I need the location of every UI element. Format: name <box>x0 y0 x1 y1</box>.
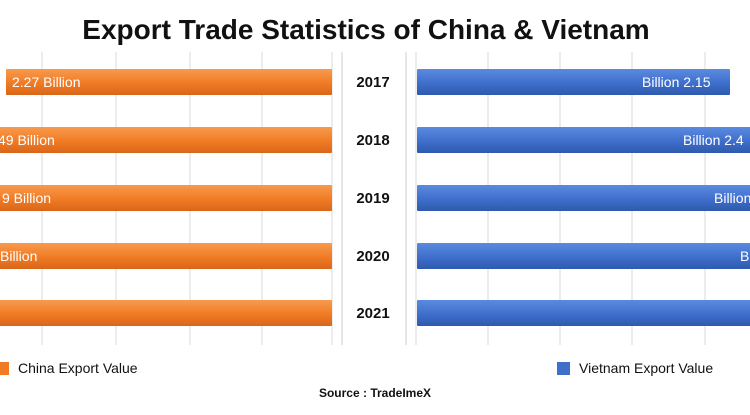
year-label-2020: 2020 <box>356 248 389 265</box>
year-label-2018: 2018 <box>356 132 389 149</box>
china-legend-swatch <box>0 361 9 375</box>
vietnam-legend-swatch <box>557 361 570 375</box>
source-note: Source : TradeImeX <box>318 386 432 400</box>
vietnam-bar-label-2019: Billion <box>714 190 750 206</box>
china-bar-label-2019: 9 Billion <box>2 190 51 206</box>
bar-labels: 2.27 Billion 49 Billion 9 Billion Billion Bi… <box>0 74 750 264</box>
china-bar-label-2020: Billion <box>0 248 37 264</box>
category-labels: 2017 2018 2019 2020 2021 <box>356 74 389 322</box>
vietnam-bar-2021 <box>417 300 750 326</box>
chart-title: Export Trade Statistics of China & Vietn… <box>82 14 650 45</box>
bars <box>0 69 750 326</box>
year-label-2021: 2021 <box>356 305 389 322</box>
vietnam-bar-2019 <box>417 185 750 211</box>
china-bar-2019 <box>0 185 332 211</box>
vietnam-bar-label-2017: Billion 2.15 <box>642 74 711 90</box>
vietnam-bar-label-2018: Billion 2.4 <box>683 132 744 148</box>
china-bar-2020 <box>0 243 332 269</box>
legend-item-china: China Export Value <box>0 358 138 378</box>
china-bar-label-2018: 49 Billion <box>0 132 55 148</box>
vietnam-bar-label-2020: B <box>740 248 749 264</box>
vietnam-bar-2017 <box>417 69 730 95</box>
vietnam-legend-label: Vietnam Export Value <box>579 360 714 376</box>
china-bar-2018 <box>0 127 332 153</box>
vietnam-bar-2020 <box>417 243 750 269</box>
year-label-2017: 2017 <box>356 74 389 91</box>
china-bar-2017 <box>6 69 332 95</box>
china-bar-2021 <box>0 300 332 326</box>
year-label-2019: 2019 <box>356 190 389 207</box>
legend-item-vietnam: Vietnam Export Value <box>557 358 713 378</box>
china-bar-label-2017: 2.27 Billion <box>12 74 81 90</box>
vietnam-bar-2018 <box>417 127 750 153</box>
china-legend-label: China Export Value <box>18 360 138 376</box>
